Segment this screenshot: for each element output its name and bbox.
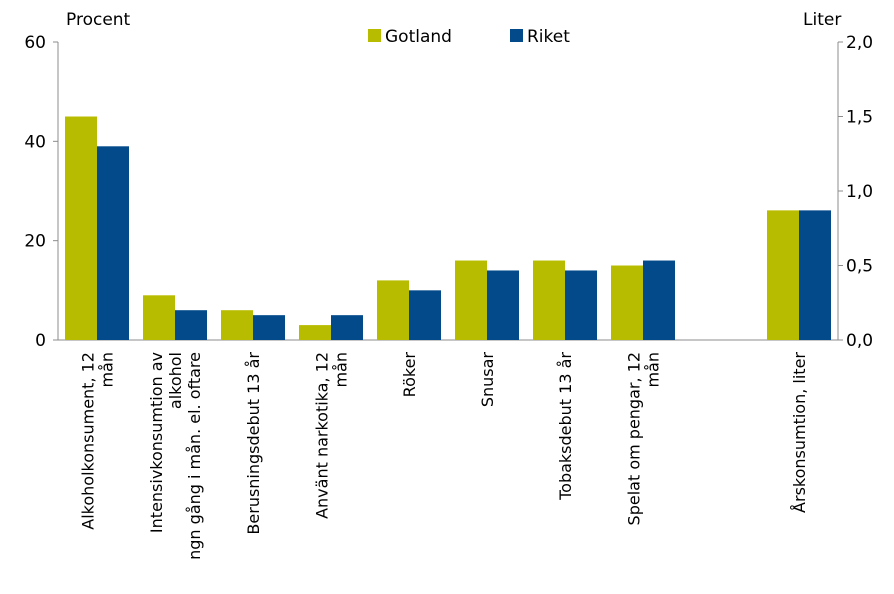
bar-riket-left-7 — [643, 260, 675, 340]
right-tick-label: 1,0 — [846, 182, 873, 202]
bar-riket-left-2 — [253, 315, 285, 340]
bar-gotland-left-6 — [533, 260, 565, 340]
bar-riket-left-4 — [409, 290, 441, 340]
category-label-line: Spelat om pengar, 12 — [625, 352, 644, 525]
bar-gotland-left-5 — [455, 260, 487, 340]
left-axis: Procent — [57, 10, 131, 340]
category-label-7: Spelat om pengar, 12 mån — [625, 352, 663, 525]
legend-label-riket: Riket — [527, 27, 570, 47]
left-unit-label: Procent — [66, 10, 131, 30]
bar-gotland-left-0 — [65, 116, 97, 340]
category-label-line: Tobaksdebut 13 år — [556, 352, 575, 501]
category-label-line: Alkoholkonsument, 12 — [79, 352, 98, 530]
right-tick-labels: 0,0 0,5 1,0 1,5 2,0 — [838, 33, 873, 351]
category-label-line: ngn gång i mån. el. oftare — [185, 352, 204, 560]
bar-riket-right-9 — [799, 210, 831, 340]
category-label-2: Berusningsdebut 13 år — [244, 352, 263, 535]
bar-gotland-left-1 — [143, 295, 175, 340]
bar-riket-left-5 — [487, 270, 519, 340]
category-label-line: mån — [644, 352, 663, 388]
legend-swatch-gotland — [368, 29, 381, 42]
legend-swatch-riket — [510, 29, 523, 42]
right-tick-label: 2,0 — [846, 33, 873, 53]
category-label-line: mån — [98, 352, 117, 388]
left-tick-label: 60 — [24, 33, 46, 53]
category-label-line: Snusar — [478, 352, 497, 408]
bar-riket-left-0 — [97, 146, 129, 340]
category-label-line: Berusningsdebut 13 år — [244, 352, 263, 535]
legend-label-gotland: Gotland — [385, 27, 452, 47]
category-label-line: Årskonsumtion, liter — [790, 352, 809, 513]
category-labels: Alkoholkonsument, 12 mån Intensivkonsumtio… — [79, 352, 810, 560]
left-tick-label: 40 — [24, 132, 46, 152]
category-label-0: Alkoholkonsument, 12 mån — [79, 352, 117, 530]
category-label-6: Tobaksdebut 13 år — [556, 352, 575, 501]
category-label-3: Använt narkotika, 12 mån — [313, 352, 351, 519]
right-unit-label: Liter — [803, 10, 841, 30]
bar-riket-left-6 — [565, 270, 597, 340]
left-tick-labels: 0 20 40 60 — [24, 33, 58, 351]
left-tick-label: 20 — [24, 232, 46, 252]
legend: Gotland Riket — [368, 27, 570, 47]
bar-riket-left-1 — [175, 310, 207, 340]
right-tick-label: 0,5 — [846, 257, 873, 277]
bar-gotland-left-7 — [611, 265, 643, 340]
bars — [65, 116, 831, 340]
left-tick-label: 0 — [35, 331, 46, 351]
bar-gotland-left-3 — [299, 325, 331, 340]
category-label-4: Röker — [400, 352, 419, 398]
bar-riket-left-3 — [331, 315, 363, 340]
category-label-line: Använt narkotika, 12 — [313, 352, 332, 519]
category-label-1: Intensivkonsumtion av alkohol ngn gång i m… — [147, 352, 204, 560]
right-tick-label: 0,0 — [846, 331, 873, 351]
category-label-line: Intensivkonsumtion av — [147, 352, 166, 533]
bar-gotland-right-9 — [767, 210, 799, 340]
category-label-line: Röker — [400, 352, 419, 398]
category-label-line: mån — [332, 352, 351, 388]
category-label-line: alkohol — [166, 352, 185, 409]
category-label-9: Årskonsumtion, liter — [790, 352, 809, 513]
right-tick-label: 1,5 — [846, 108, 873, 128]
bar-gotland-left-2 — [221, 310, 253, 340]
category-label-5: Snusar — [478, 352, 497, 408]
bar-gotland-left-4 — [377, 280, 409, 340]
